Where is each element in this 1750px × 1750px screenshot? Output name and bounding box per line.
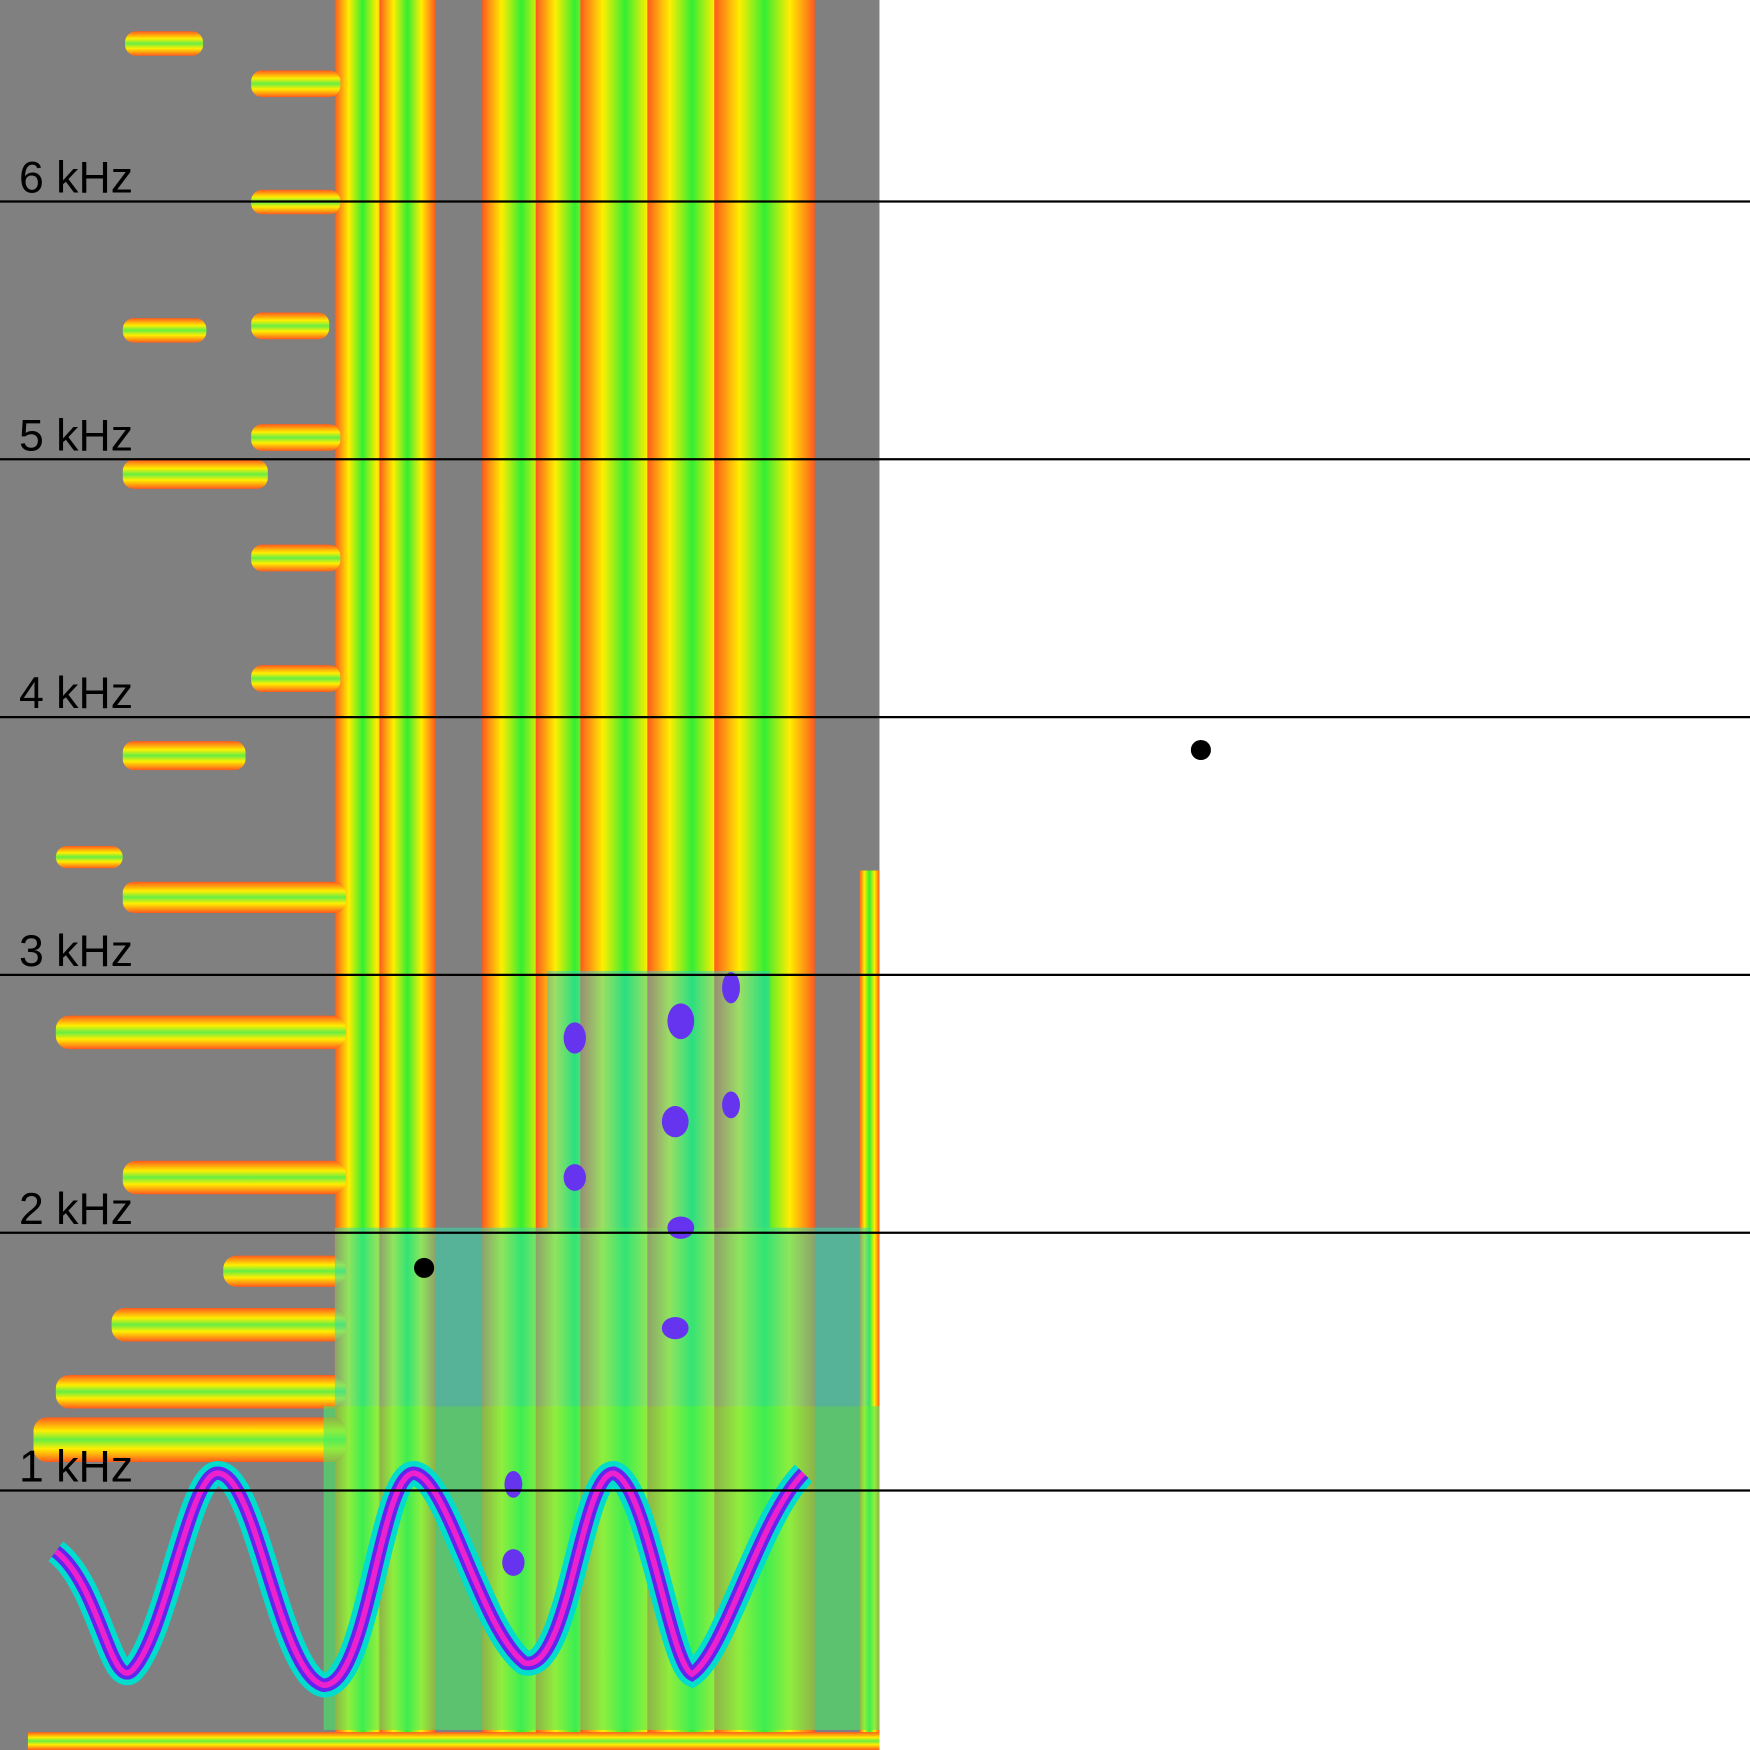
frequency-label: 4 kHz xyxy=(19,669,133,718)
spectrogram xyxy=(0,0,880,1750)
frequency-label: 3 kHz xyxy=(19,927,133,976)
frequency-label: 5 kHz xyxy=(19,411,133,460)
frequency-label: 2 kHz xyxy=(19,1185,133,1234)
marker-dot xyxy=(414,1257,435,1278)
frequency-label: 6 kHz xyxy=(19,154,133,203)
marker-dot xyxy=(1190,739,1211,761)
frequency-label: 1 kHz xyxy=(19,1443,133,1492)
frequency-rows: 6 kHz 5 kHz 4 kHz 3 kHz 2 kHz 1 kHz xyxy=(0,154,1750,1492)
